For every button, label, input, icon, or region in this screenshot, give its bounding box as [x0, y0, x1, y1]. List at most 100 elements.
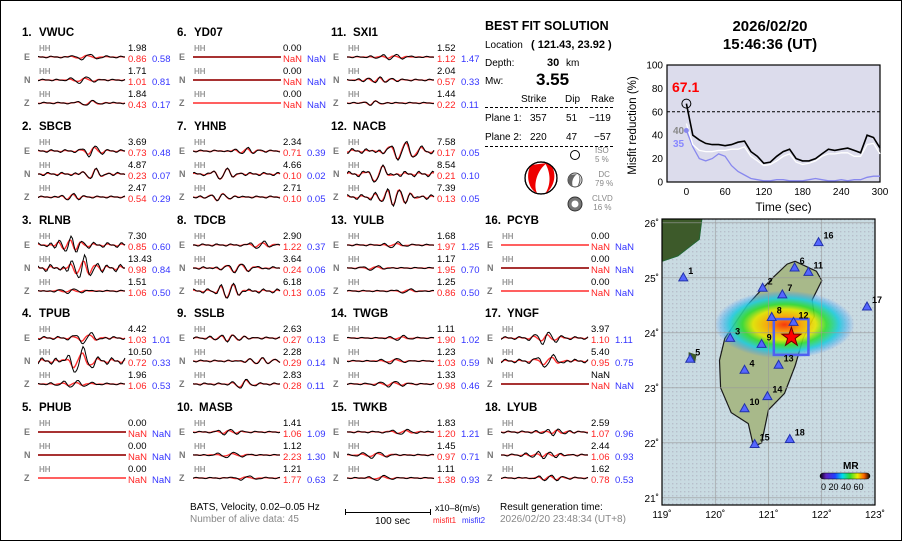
- waveform-trace: [193, 378, 281, 389]
- component-label: E: [179, 240, 186, 250]
- generation-time: 2026/02/20 23:48:34 (UT+8): [500, 514, 626, 525]
- observed-waveform: [347, 288, 435, 294]
- channel-label: HH: [194, 232, 206, 241]
- channel-label: HH: [194, 278, 206, 287]
- iso-icon: [570, 150, 580, 160]
- waveform-trace: [193, 146, 281, 155]
- station-marker-icon[interactable]: [749, 438, 761, 448]
- component-label: E: [333, 427, 340, 437]
- station-marker-label: 13: [784, 353, 794, 363]
- station-marker-icon[interactable]: [803, 266, 814, 276]
- component-label: E: [24, 240, 31, 250]
- component-label: E: [487, 333, 494, 343]
- station-marker-icon[interactable]: [776, 288, 788, 299]
- component-label: Z: [333, 379, 339, 389]
- waveform-trace: [193, 240, 281, 249]
- amplitude-value: 1.45: [437, 441, 456, 452]
- misfit2-value: NaN: [615, 288, 635, 299]
- station-marker-icon[interactable]: [756, 338, 767, 348]
- amplitude-value: 1.83: [437, 418, 456, 429]
- waveform-trace: [347, 474, 435, 481]
- misfit2-value: 0.75: [615, 358, 634, 369]
- station-marker-icon[interactable]: [861, 300, 873, 311]
- observed-waveform: [347, 428, 435, 435]
- station-title: 10. MASB: [177, 402, 233, 414]
- plane2-dip: 47: [566, 132, 578, 143]
- misfit2-value: 0.33: [152, 358, 171, 369]
- station-marker-icon[interactable]: [773, 359, 784, 369]
- misfit2-value: NaN: [307, 77, 327, 88]
- station-marker-label: 14: [772, 385, 782, 395]
- channel-label: HH: [39, 138, 51, 147]
- waveform-trace: [347, 357, 435, 365]
- y-tick-label: 100: [646, 61, 663, 72]
- solution-title: BEST FIT SOLUTION: [485, 19, 609, 33]
- amplitude-value: 1.11: [437, 324, 455, 335]
- station-marker-icon[interactable]: [813, 236, 824, 247]
- misfit2-value: 1.47: [461, 54, 480, 65]
- blue-marker: [683, 128, 689, 134]
- station-marker-icon[interactable]: [739, 364, 750, 374]
- waveform-trace: [38, 167, 126, 180]
- station-marker-icon[interactable]: [789, 261, 800, 272]
- channel-label: HH: [348, 67, 360, 76]
- station-marker-icon[interactable]: [677, 271, 689, 282]
- misfit2-value: NaN: [307, 100, 327, 111]
- misfit2-value: 0.11: [307, 381, 325, 392]
- amplitude-value: 0.00: [128, 418, 147, 429]
- waveform-trace: [347, 380, 435, 388]
- misfit2-value: 0.50: [461, 288, 480, 299]
- station-name: PCYB: [507, 215, 539, 227]
- amplitude-value: 2.83: [283, 370, 302, 381]
- amplitude-value: 1.51: [128, 277, 147, 288]
- station-number: 10.: [177, 402, 193, 414]
- waveform-trace: [38, 192, 126, 201]
- epicenter-star-icon[interactable]: [780, 325, 803, 347]
- misfit1-value: 0.98: [437, 381, 456, 392]
- clvd-icon: [567, 196, 583, 212]
- station-marker-icon[interactable]: [724, 332, 736, 342]
- channel-label: HH: [39, 419, 51, 428]
- component-label: Z: [179, 192, 185, 202]
- station-marker-icon[interactable]: [788, 316, 799, 326]
- amplitude-value: 1.71: [128, 66, 147, 77]
- amplitude-value: 3.97: [591, 324, 610, 335]
- iso-label: ISO 5 %: [595, 146, 609, 164]
- station-marker-icon[interactable]: [766, 311, 778, 321]
- lon-tick-label: 123˚: [865, 509, 885, 521]
- station-name: TWKB: [353, 402, 388, 414]
- amplitude-value: 7.39: [437, 183, 456, 194]
- amplitude-value: 1.44: [437, 89, 456, 100]
- channel-label: HH: [194, 465, 206, 474]
- station-marker-icon[interactable]: [739, 402, 750, 413]
- station-name: RLNB: [39, 215, 71, 227]
- observed-waveform: [501, 331, 589, 346]
- channel-label: HH: [194, 90, 206, 99]
- waveform-trace: [347, 428, 435, 435]
- misfit2-value: NaN: [152, 429, 172, 440]
- map-border: [661, 218, 876, 506]
- series-second: [685, 123, 881, 167]
- misfit1-value: 0.97: [437, 452, 456, 463]
- misfit1-value: 0.86: [128, 54, 147, 65]
- observed-waveform: [193, 263, 281, 274]
- y-tick-label: 40: [652, 131, 664, 142]
- channel-label: HH: [194, 371, 206, 380]
- station-marker-icon[interactable]: [762, 390, 773, 401]
- station-marker-icon[interactable]: [784, 433, 796, 444]
- channel-label: HH: [502, 325, 514, 334]
- waveform-trace: [38, 234, 126, 253]
- station-marker-icon[interactable]: [684, 353, 696, 363]
- misfit2-value: 0.14: [307, 358, 326, 369]
- filter-info: BATS, Velocity, 0.02–0.05 Hz: [190, 502, 320, 513]
- observed-waveform: [347, 53, 435, 61]
- component-label: Z: [333, 192, 339, 202]
- station-marker-label: 8: [777, 305, 782, 315]
- waveform-trace: [347, 76, 434, 84]
- station-marker-icon[interactable]: [757, 282, 768, 292]
- component-label: Z: [179, 473, 185, 483]
- channel-label: HH: [348, 371, 360, 380]
- misfit2-value: 0.37: [307, 242, 326, 253]
- misfit1-value: 1.10: [591, 335, 610, 346]
